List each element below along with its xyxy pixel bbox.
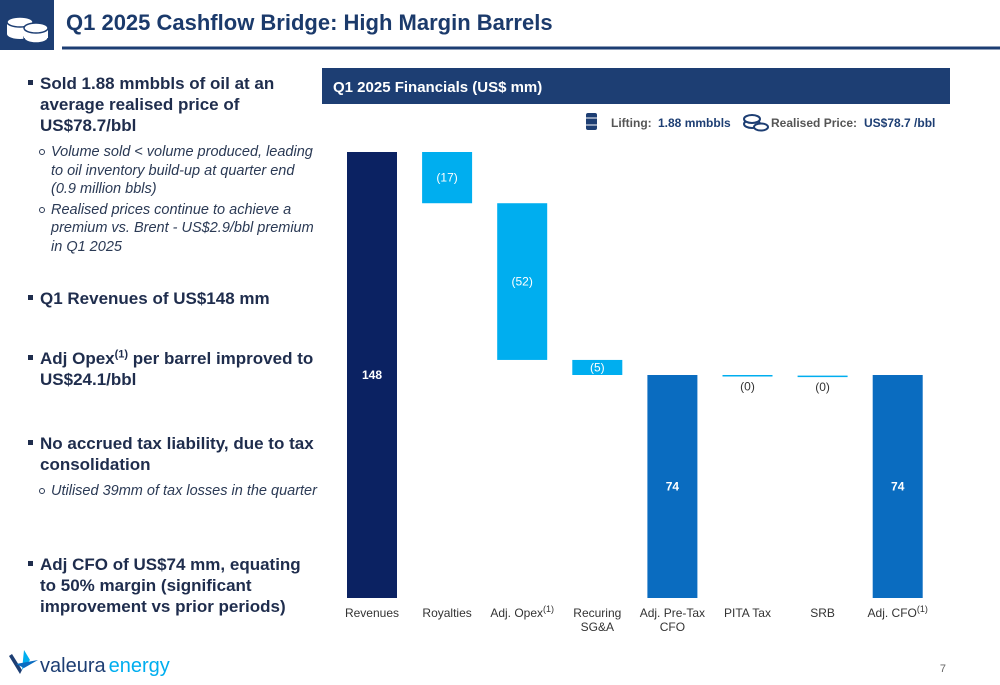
data-label: 74 (666, 480, 680, 494)
category: Adj. Opex (490, 606, 544, 620)
x-tick-label: Revenues (334, 606, 410, 620)
x-tick-label: Adj. Pre-Tax CFO (634, 606, 710, 634)
bar (422, 152, 473, 204)
data-label: 74 (891, 480, 905, 494)
data-label: 148 (362, 368, 382, 382)
bullet: Sold 1.88 mmbbls of oil at an average re… (28, 73, 320, 256)
category: PITA Tax (724, 606, 771, 620)
coins-legend-icon (743, 114, 769, 132)
x-tick-label: PITA Tax (710, 606, 786, 620)
category: SRB (810, 606, 835, 620)
text: Adj Opex (40, 349, 115, 368)
footnote: (1) (916, 604, 928, 614)
bar (572, 359, 623, 375)
bullet-text: No accrued tax liability, due to tax con… (28, 433, 320, 475)
x-tick-label: Adj. Opex(1) (484, 604, 560, 621)
x-tick-label: Recuring SG&A (559, 606, 635, 634)
bar (797, 375, 848, 378)
logo-text: valeura energy (40, 655, 170, 677)
logo-word: valeura (40, 655, 106, 677)
footnote: (1) (114, 348, 129, 361)
sub-bullet: Volume sold < volume produced, leading t… (28, 143, 320, 199)
bullet: Q1 Revenues of US$148 mm (28, 288, 320, 309)
category: Royalties (422, 606, 472, 620)
data-label: (0) (740, 380, 755, 394)
bullet: Adj CFO of US$74 mm, equating to 50% mar… (28, 554, 320, 617)
x-tick-label: Adj. CFO(1) (860, 604, 936, 621)
data-label: (52) (512, 275, 533, 289)
x-tick-label: Royalties (409, 606, 485, 620)
category: Recuring SG&A (573, 606, 622, 634)
legend-label: Lifting: (611, 116, 652, 130)
panel-header (322, 68, 950, 104)
category: Adj. Pre-Tax CFO (639, 606, 706, 634)
sub-bullet: Realised prices continue to achieve a pr… (28, 201, 320, 257)
text: per barrel improved to US$24.1/bbl (40, 349, 314, 389)
legend-value: US$78.7 /bbl (864, 116, 935, 130)
footnote: (1) (543, 604, 555, 614)
legend-label: Realised Price: (771, 116, 857, 130)
bullet: No accrued tax liability, due to tax con… (28, 433, 320, 501)
bar (647, 375, 698, 598)
bar (872, 375, 923, 598)
coins-icon (0, 0, 54, 50)
page-number: 7 (940, 663, 946, 675)
category: Adj. CFO (867, 606, 917, 620)
bar (497, 203, 548, 360)
bullet-text: Q1 Revenues of US$148 mm (28, 288, 320, 309)
barrel-icon (586, 113, 597, 130)
category: Revenues (344, 606, 400, 620)
bullet-text: Adj Opex(1) per barrel improved to US$24… (28, 348, 320, 390)
bar (347, 152, 397, 598)
bar (722, 375, 773, 377)
sub-bullet: Utilised 39mm of tax losses in the quart… (28, 482, 320, 501)
data-label: (5) (590, 360, 605, 374)
bullet: Adj Opex(1) per barrel improved to US$24… (28, 348, 320, 390)
bullet-text: Adj CFO of US$74 mm, equating to 50% mar… (28, 554, 320, 617)
chart-title: Q1 2025 Financials (US$ mm) (333, 79, 542, 96)
data-label: (17) (436, 171, 457, 185)
data-label: (0) (815, 380, 830, 394)
legend-value: 1.88 mmbbls (658, 116, 731, 130)
bullet-text: Sold 1.88 mmbbls of oil at an average re… (28, 73, 320, 136)
slide-title: Q1 2025 Cashflow Bridge: High Margin Bar… (66, 10, 553, 35)
logo-word: energy (109, 655, 170, 677)
logo-mark (9, 650, 38, 674)
x-tick-label: SRB (785, 606, 861, 620)
